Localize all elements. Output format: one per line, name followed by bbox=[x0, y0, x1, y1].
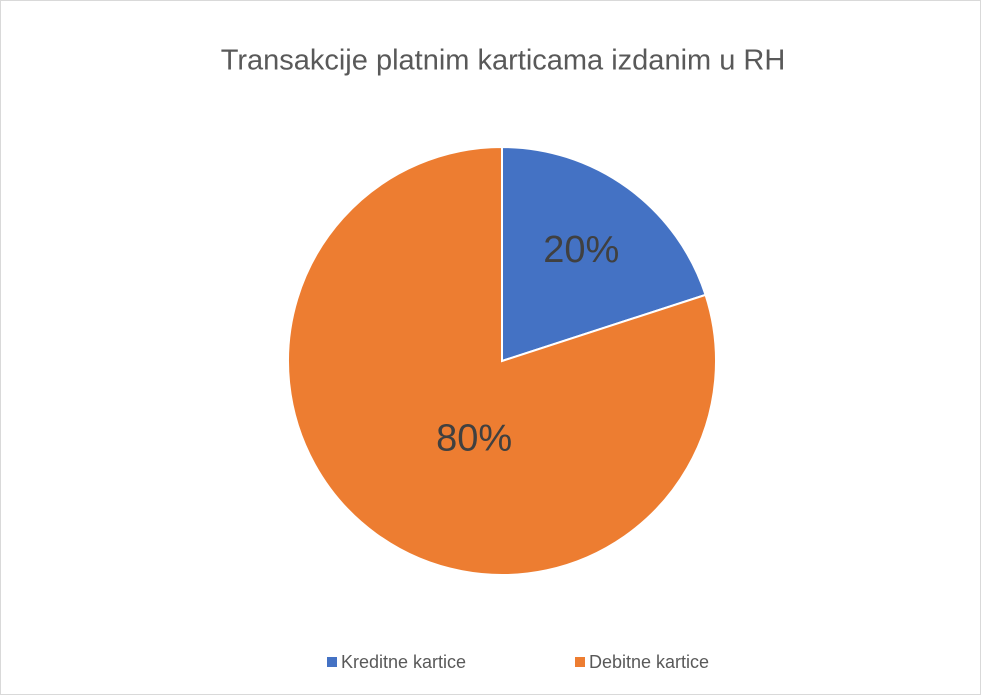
data-label: 20% bbox=[543, 229, 619, 271]
chart-title: Transakcije platnim karticama izdanim u … bbox=[221, 45, 786, 77]
data-label: 80% bbox=[436, 418, 512, 460]
legend-swatch bbox=[327, 657, 337, 667]
legend-swatch bbox=[575, 657, 585, 667]
pie-slice bbox=[501, 145, 707, 363]
legend-label: Kreditne kartice bbox=[341, 652, 466, 672]
pie-slice bbox=[287, 145, 717, 576]
legend-label: Debitne kartice bbox=[589, 652, 709, 672]
